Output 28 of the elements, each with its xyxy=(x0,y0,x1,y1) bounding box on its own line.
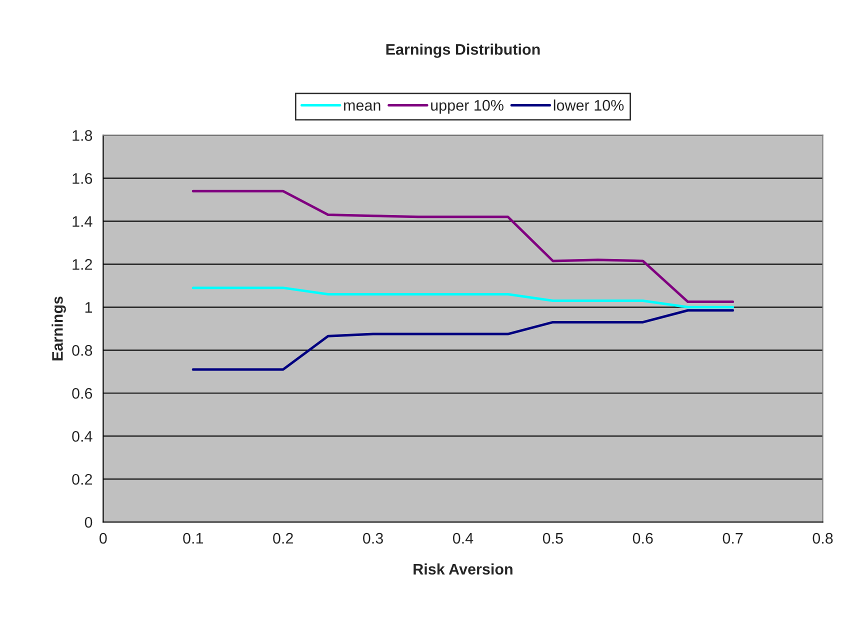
x-tick-label: 0.4 xyxy=(452,532,474,544)
y-tick-label: 0.2 xyxy=(72,474,92,485)
x-tick-label: 0.7 xyxy=(722,532,743,544)
x-axis-title: Risk Aversion xyxy=(414,563,512,575)
legend-label: lower 10% xyxy=(554,100,624,111)
y-tick-label: 1 xyxy=(85,302,92,313)
line-series xyxy=(192,190,734,304)
y-tick-label: 0.8 xyxy=(72,345,92,356)
y-tick-label: 1.6 xyxy=(72,173,92,184)
x-tick-label: 0.2 xyxy=(273,532,293,544)
y-tick-label: 0 xyxy=(84,516,92,528)
x-tick-label: 0 xyxy=(100,532,107,544)
x-tick-label: 0.8 xyxy=(812,532,833,544)
legend-label: upper 10% xyxy=(431,100,504,114)
y-axis-title: Earnings xyxy=(52,296,66,360)
legend-label: mean xyxy=(344,102,380,111)
y-tick-label: 0.6 xyxy=(72,388,92,399)
y-tick-label: 0.4 xyxy=(72,430,92,442)
x-tick-label: 0.6 xyxy=(632,532,653,544)
line-series xyxy=(192,309,734,371)
line-series xyxy=(192,286,734,308)
y-tick-label: 1.2 xyxy=(72,259,92,270)
y-tick-label: 1.8 xyxy=(72,130,92,141)
x-tick-label: 0.1 xyxy=(183,532,203,544)
x-tick-label: 0.3 xyxy=(363,532,383,544)
x-tick-label: 0.5 xyxy=(542,532,563,544)
y-tick-label: 1.4 xyxy=(72,216,92,227)
chart-title: Earnings Distribution xyxy=(386,44,540,58)
